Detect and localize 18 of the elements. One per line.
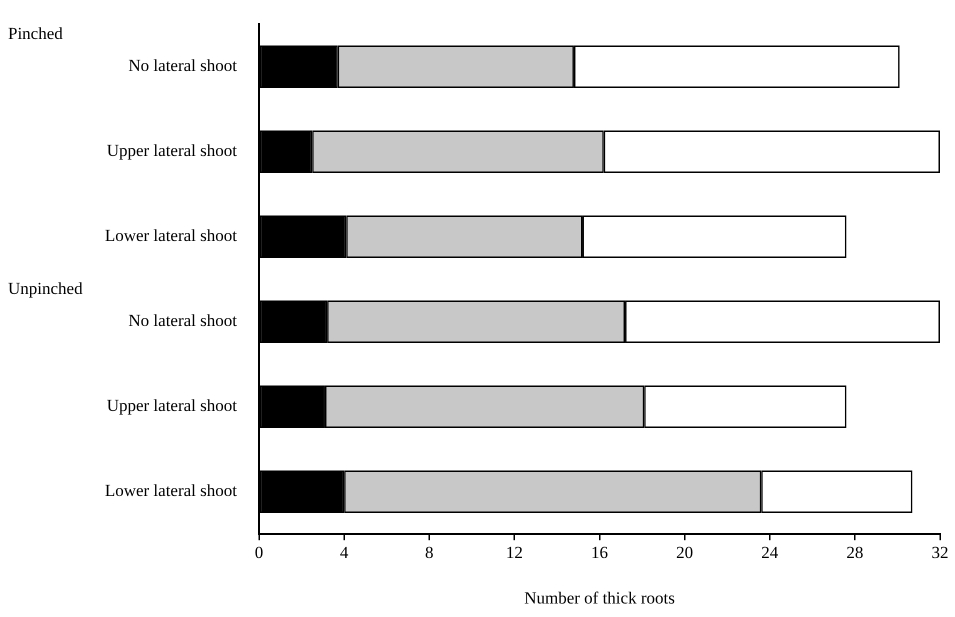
y-tick-label: Lower lateral shoot (104, 226, 238, 246)
x-tick-label: 8 (425, 542, 434, 562)
y-tick-label: Upper lateral shoot (106, 396, 238, 416)
y-tick-label: Lower lateral shoot (104, 481, 238, 500)
x-tick-label: 4 (340, 542, 349, 562)
x-axis-title: Number of thick roots (524, 588, 675, 608)
y-tick-label: Upper lateral shoot (106, 141, 238, 160)
x-tick-label: 28 (846, 542, 864, 562)
y-tick-label: No lateral shoot (128, 56, 238, 76)
x-tick-label: 24 (761, 542, 779, 562)
y-tick-label: No lateral shoot (128, 311, 238, 330)
x-tick-label: 20 (676, 542, 694, 562)
text: Unpinched (8, 279, 84, 298)
text: Pinched (8, 24, 64, 44)
x-tick-label: 0 (254, 542, 264, 562)
x-tick-label: 16 (591, 542, 608, 562)
x-tick-label: 32 (932, 542, 948, 562)
x-tick-label: 12 (506, 542, 523, 562)
